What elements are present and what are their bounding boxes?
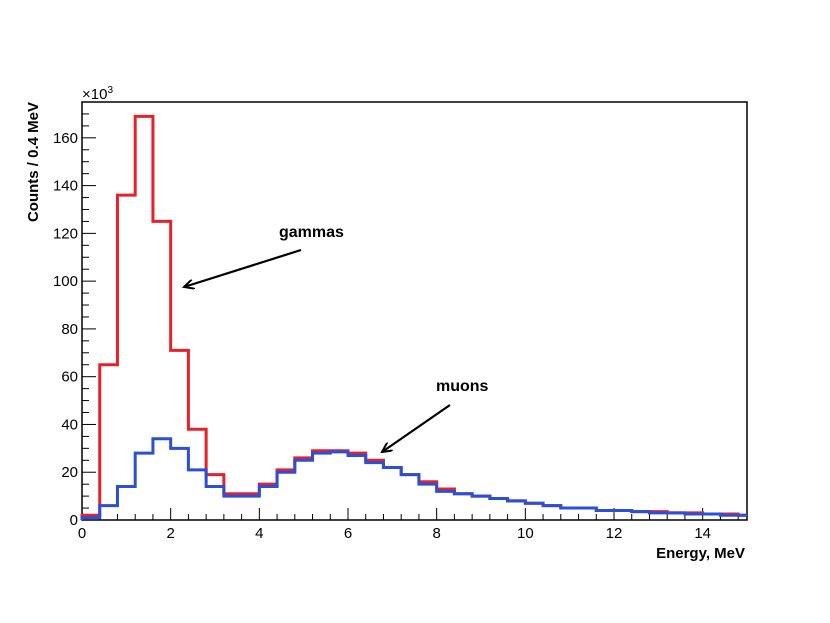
y-axis-ticks: 0 20 40 60 80 100 120 140 160: [53, 101, 96, 529]
x-axis-ticks: 0 2 4 6 8 10 12 14: [78, 508, 739, 542]
x-axis-title: Energy, MeV: [656, 545, 745, 562]
x-tick-label: 0: [78, 525, 86, 542]
x-tick-label: 14: [694, 525, 711, 542]
y-multiplier: ×103: [82, 85, 113, 103]
y-tick-label: 60: [61, 369, 78, 386]
x-tick-label: 6: [344, 525, 352, 542]
y-multiplier-exp: 3: [107, 85, 113, 96]
gammas-histogram-line: [80, 114, 747, 520]
y-tick-label: 120: [53, 225, 78, 242]
muons-histogram-line: [80, 437, 747, 520]
gammas-arrow: [184, 248, 302, 287]
y-tick-label: 100: [53, 273, 78, 290]
x-tick-label: 12: [606, 525, 623, 542]
muons-label: muons: [436, 378, 489, 395]
y-tick-label: 140: [53, 178, 78, 195]
x-tick-label: 10: [517, 525, 534, 542]
y-tick-label: 80: [61, 321, 78, 338]
muons-annotation: muons: [382, 378, 489, 452]
gammas-label: gammas: [279, 224, 344, 241]
x-tick-label: 4: [255, 525, 263, 542]
x-tick-label: 2: [166, 525, 174, 542]
muons-arrow: [382, 404, 451, 452]
y-tick-label: 20: [61, 464, 78, 481]
y-tick-label: 160: [53, 130, 78, 147]
y-tick-label: 0: [70, 512, 78, 529]
plot-frame: [81, 101, 748, 521]
x-tick-label: 8: [432, 525, 440, 542]
y-axis-title: Counts / 0.4 MeV: [25, 102, 42, 222]
gammas-annotation: gammas: [184, 224, 344, 287]
y-tick-label: 40: [61, 416, 78, 433]
y-multiplier-base: ×10: [82, 86, 107, 103]
series-layer: [80, 114, 747, 520]
